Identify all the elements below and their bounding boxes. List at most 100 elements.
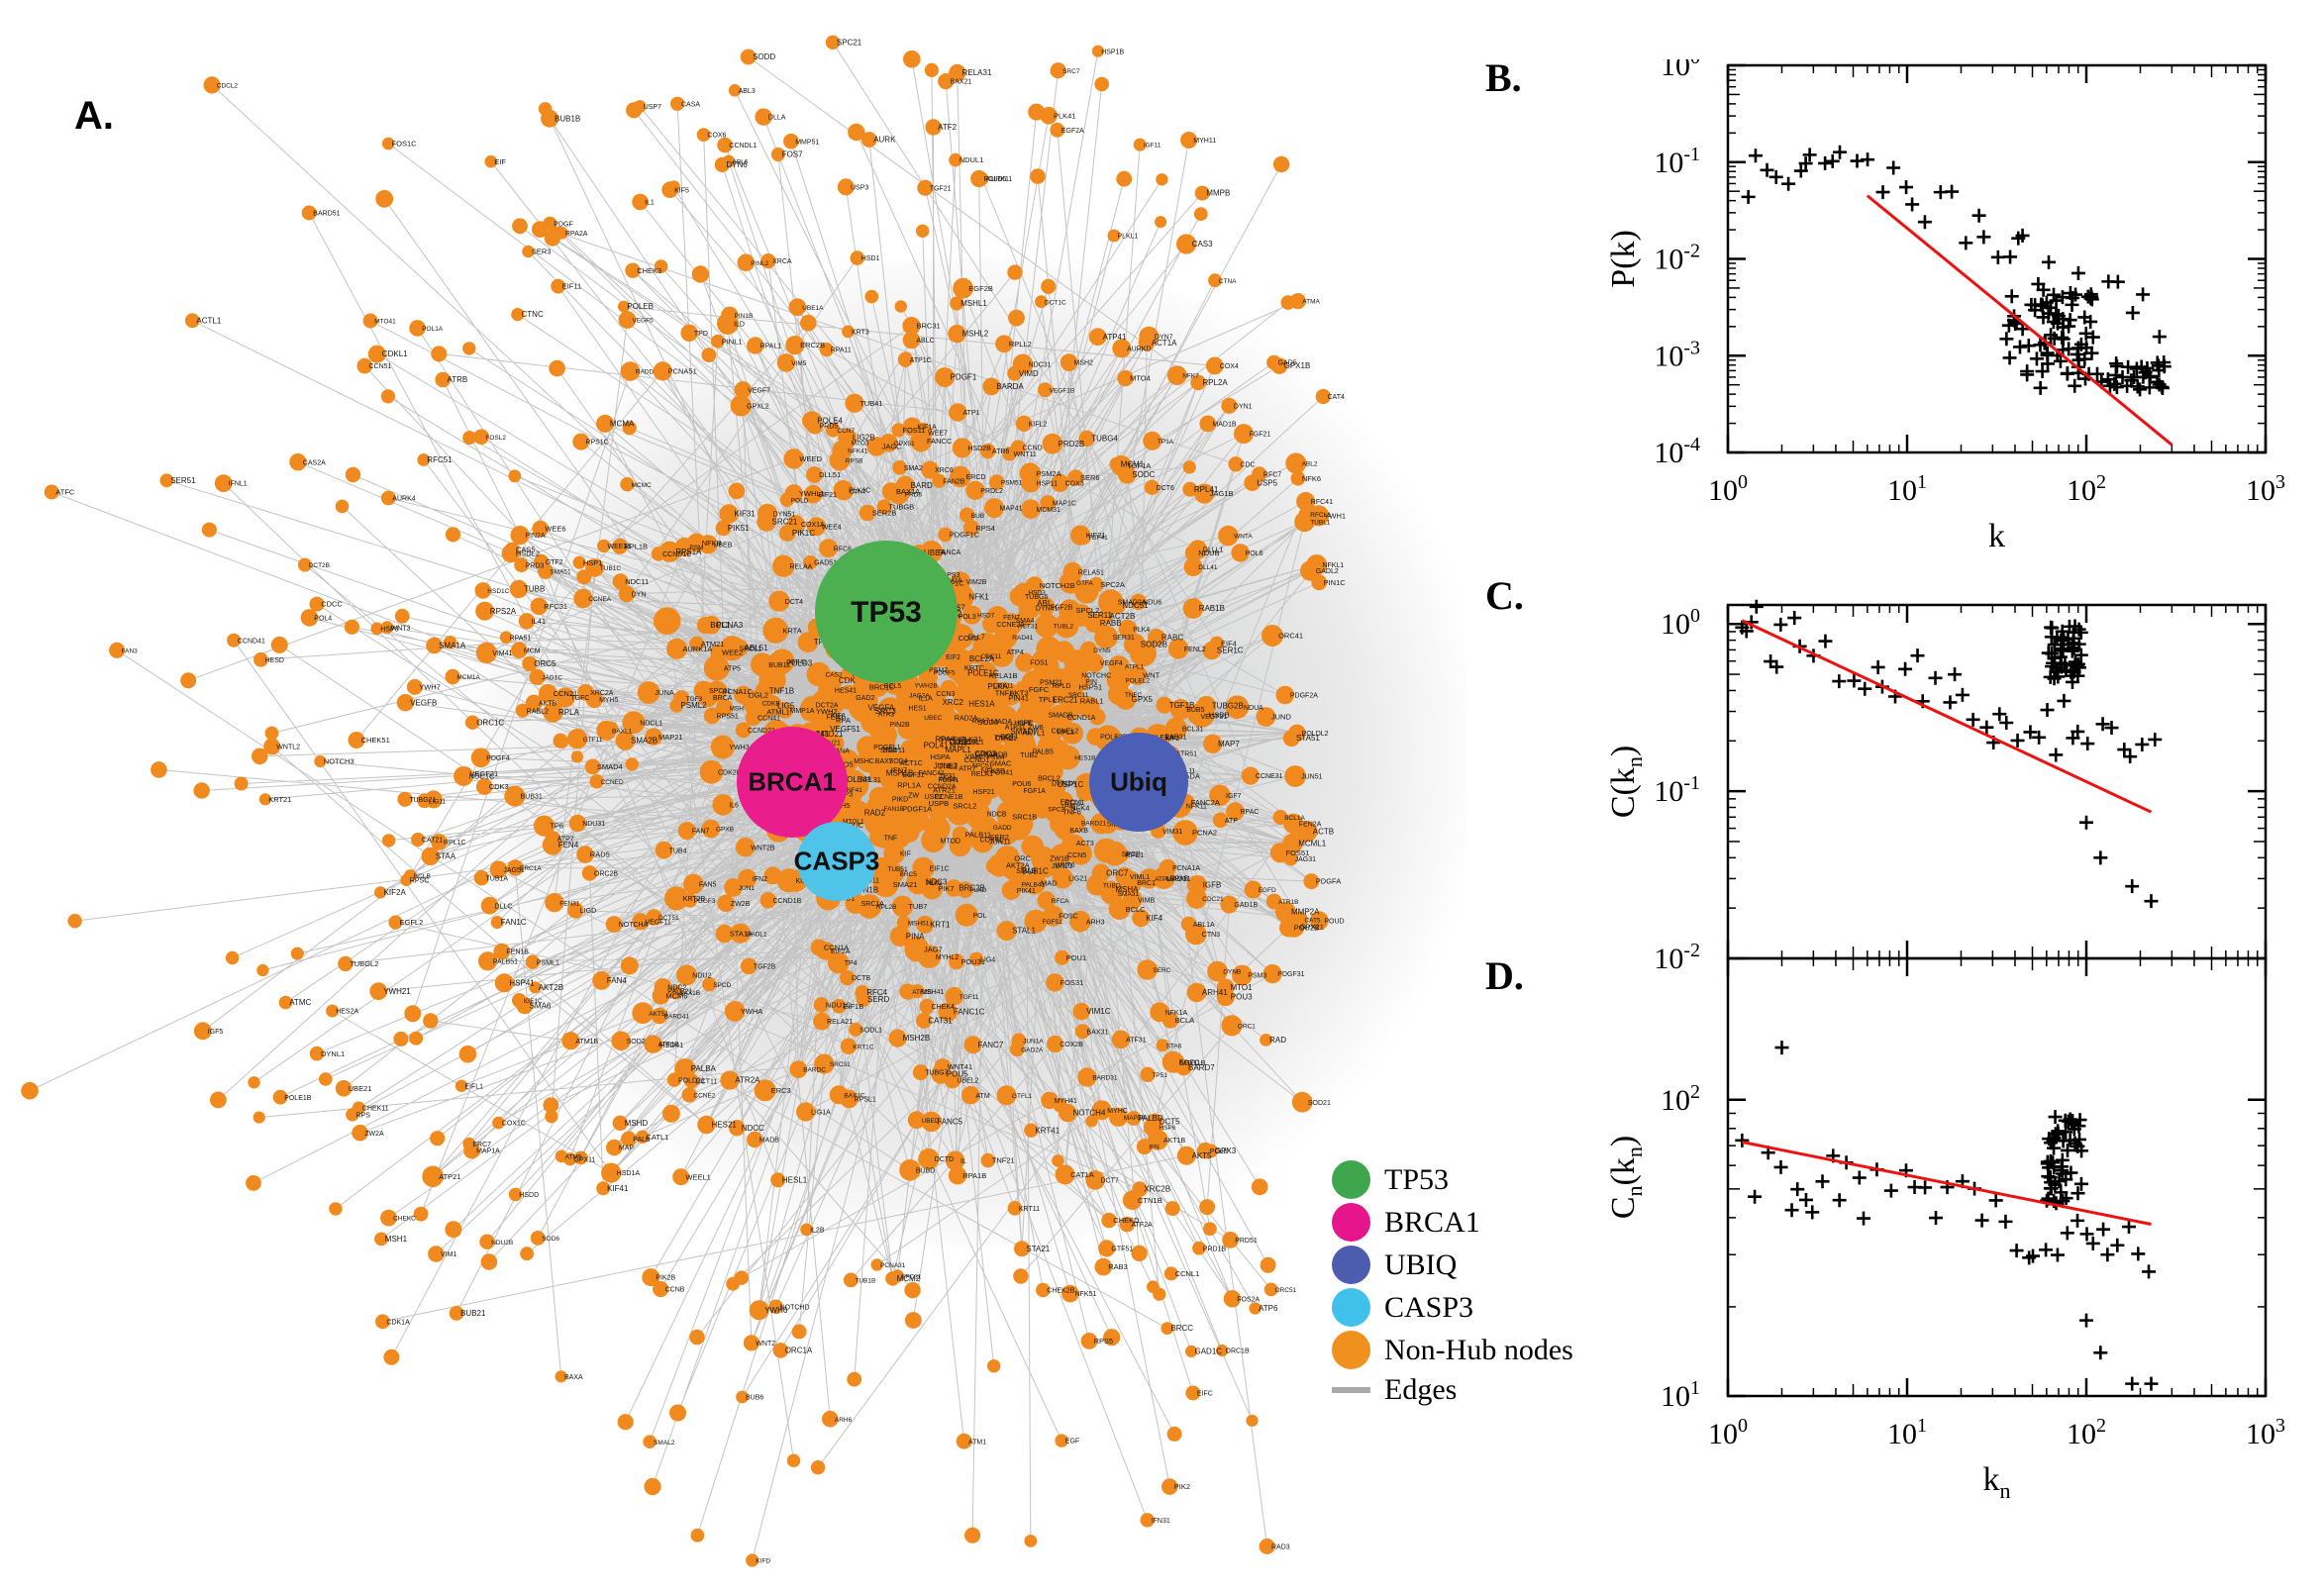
svg-text:NDC11: NDC11 [625,577,649,586]
svg-text:CCND: CCND [1023,446,1043,452]
svg-text:KRT41: KRT41 [1035,1126,1060,1135]
svg-text:NDU31: NDU31 [582,821,605,828]
svg-text:RPL1C: RPL1C [444,840,466,847]
svg-text:NDUL1: NDUL1 [960,155,984,164]
svg-text:TP31: TP31 [939,773,956,780]
svg-text:P(k): P(k) [1605,230,1642,288]
svg-text:TGF1B: TGF1B [1169,701,1195,710]
svg-text:CCN41: CCN41 [758,716,780,723]
svg-text:KIF2: KIF2 [1165,736,1180,743]
svg-text:KIF31: KIF31 [734,510,756,519]
svg-text:ATPL2: ATPL2 [1155,876,1174,883]
svg-text:NFK41: NFK41 [848,449,868,455]
svg-text:VIMD: VIMD [1019,369,1039,378]
svg-text:RAD3: RAD3 [1271,1545,1290,1551]
svg-text:JUND: JUND [1271,713,1292,722]
svg-text:POL1A: POL1A [422,326,444,333]
svg-text:ATFC: ATFC [55,488,75,497]
svg-text:MCM31: MCM31 [1036,507,1060,514]
svg-text:CTNA: CTNA [1219,278,1237,285]
svg-text:DCT6: DCT6 [1157,485,1174,492]
svg-text:MAP: MAP [619,1146,635,1152]
svg-text:FENL2: FENL2 [1184,647,1206,653]
svg-text:MYH11: MYH11 [1193,138,1216,145]
svg-text:DCTD: DCTD [935,1156,954,1163]
svg-text:GPX5: GPX5 [1132,695,1154,704]
svg-text:SMA6: SMA6 [530,1001,552,1010]
svg-text:TUB1A: TUB1A [486,875,509,882]
svg-text:SMAB: SMAB [1016,868,1036,875]
svg-text:PCNA2: PCNA2 [1192,829,1217,838]
svg-text:PALB: PALB [633,1137,651,1144]
svg-text:CHEKD: CHEKD [1113,1216,1140,1225]
svg-text:RELA1: RELA1 [971,771,993,778]
svg-text:ZW2B: ZW2B [731,901,751,908]
svg-text:BCL5: BCL5 [884,683,902,690]
svg-text:IFN2: IFN2 [753,876,767,883]
svg-text:SMA21: SMA21 [893,880,918,889]
svg-text:HES1A: HES1A [968,700,995,709]
svg-text:JAG31: JAG31 [1295,856,1317,863]
svg-text:POU41: POU41 [990,770,1013,777]
svg-text:BAX31: BAX31 [1087,1029,1109,1036]
svg-text:ORC5: ORC5 [534,659,556,668]
svg-text:COX2B: COX2B [1060,1042,1083,1048]
svg-text:FAN3: FAN3 [122,648,139,654]
svg-text:RPA51: RPA51 [510,635,532,642]
svg-text:BRCC: BRCC [1170,1324,1193,1333]
svg-text:PLK4: PLK4 [1133,627,1150,634]
svg-text:RAD41: RAD41 [1012,635,1033,642]
svg-text:FEN1: FEN1 [826,715,844,722]
svg-text:VIM1C: VIM1C [1086,1007,1111,1016]
svg-text:EIF1C: EIF1C [930,866,950,873]
svg-text:MCML1: MCML1 [1298,839,1327,848]
svg-text:NDCB: NDCB [987,811,1007,818]
svg-text:MTO1: MTO1 [1231,983,1254,992]
svg-text:102: 102 [2067,1415,2106,1450]
svg-text:FEN4: FEN4 [558,841,579,849]
svg-text:ATM1B: ATM1B [575,1039,598,1046]
svg-text:MSHD: MSHD [625,1119,649,1128]
svg-text:STA6: STA6 [1166,1043,1182,1049]
svg-text:FOS2A: FOS2A [1237,1296,1260,1303]
svg-text:FAN1C: FAN1C [501,918,527,927]
svg-text:IL1: IL1 [645,200,655,207]
svg-text:PCNA31: PCNA31 [880,1262,906,1269]
svg-text:103: 103 [2246,471,2285,507]
svg-text:MMP2A: MMP2A [1291,908,1320,917]
svg-text:ORC7: ORC7 [1106,868,1129,877]
svg-text:ATF31: ATF31 [1126,1038,1147,1045]
svg-text:FANC7: FANC7 [978,1041,1004,1049]
svg-text:EIFL1: EIFL1 [464,1083,483,1090]
svg-text:MSH51: MSH51 [908,921,930,928]
svg-text:RELA21: RELA21 [827,1019,853,1026]
svg-text:EIF: EIF [494,157,506,166]
svg-text:TPD: TPD [694,331,708,338]
svg-text:DYN2A: DYN2A [1052,779,1076,788]
svg-text:10-4: 10-4 [1654,434,1700,469]
svg-text:MSH1: MSH1 [385,1235,408,1244]
svg-text:WNT: WNT [1143,671,1160,680]
svg-text:KIFL2: KIFL2 [1029,421,1048,428]
svg-text:RPS51: RPS51 [717,714,739,721]
svg-text:LIG5: LIG5 [777,702,795,711]
svg-text:MCM1: MCM1 [1121,460,1145,469]
svg-text:BAXL1: BAXL1 [612,728,633,735]
svg-text:LIG21: LIG21 [1068,876,1087,883]
svg-text:NFK11: NFK11 [1186,804,1207,811]
svg-text:ACT3: ACT3 [1076,841,1094,848]
svg-text:CCND41: CCND41 [238,638,265,645]
svg-text:LIGD: LIGD [580,908,596,915]
svg-text:PLK2: PLK2 [926,880,942,887]
svg-text:HSD1C: HSD1C [487,588,509,595]
svg-text:CTNC: CTNC [522,310,544,319]
svg-text:CCND1B: CCND1B [773,898,802,905]
svg-text:CCN7: CCN7 [837,428,855,435]
svg-text:DCT51: DCT51 [658,915,679,922]
svg-text:FEN1B: FEN1B [506,949,529,956]
svg-text:CAS3: CAS3 [1192,240,1213,249]
svg-text:POLE4: POLE4 [817,417,843,426]
svg-text:FGF21: FGF21 [1250,432,1271,439]
svg-text:HSD2B: HSD2B [967,446,991,452]
svg-text:DYN: DYN [632,592,647,599]
